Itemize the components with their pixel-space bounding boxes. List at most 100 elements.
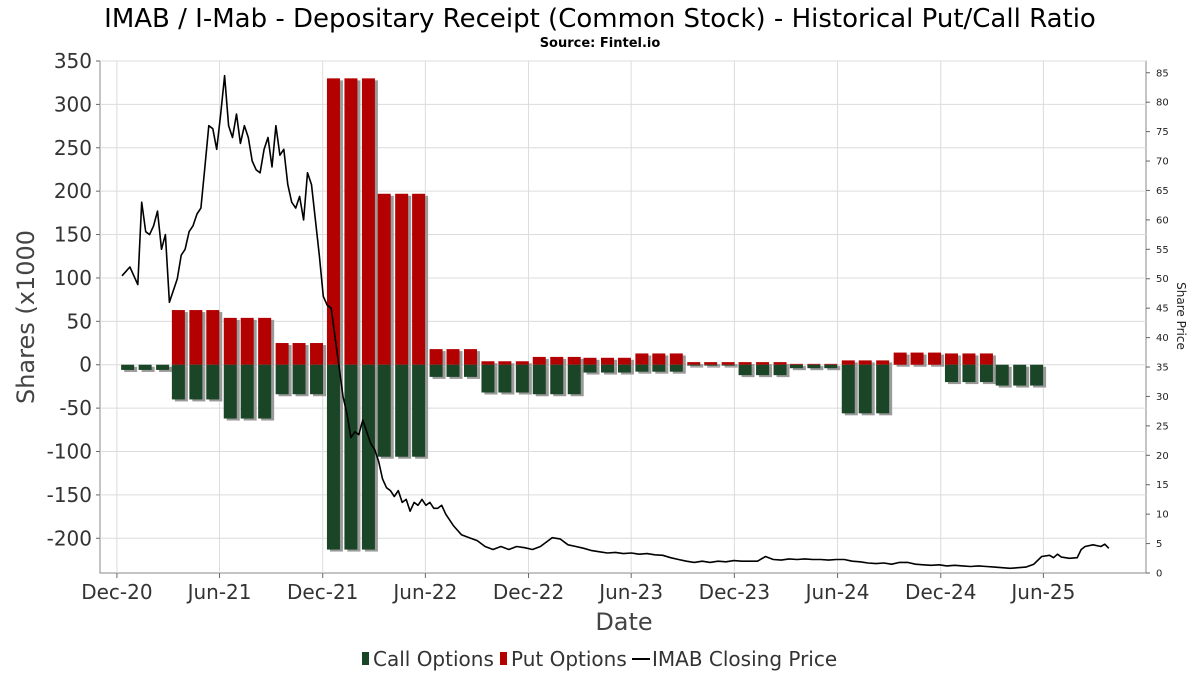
y2-tick-label-11: 55 (1156, 245, 1169, 256)
put-bar-35 (721, 362, 735, 365)
option-bars (121, 78, 1047, 552)
y2-tick-label-16: 80 (1156, 98, 1169, 109)
y2-tick-label-5: 25 (1156, 421, 1169, 432)
call-bar-38 (773, 364, 787, 376)
put-bar-10 (292, 343, 306, 365)
put-bar-15 (377, 193, 391, 365)
chart-title: IMAB / I-Mab - Depositary Receipt (Commo… (104, 4, 1096, 34)
x-axis-label: Date (595, 608, 652, 636)
x-tick-label-8: Dec-24 (905, 580, 976, 604)
y2-tick-label-3: 15 (1156, 480, 1169, 491)
y-tick-label-7: 0 (79, 353, 92, 377)
y2-tick-label-15: 75 (1156, 127, 1169, 138)
put-bar-47 (928, 352, 942, 365)
x-axis-ticks: Dec-20 Jun-21 Dec-21 Jun-22 Dec-22 Jun-23 Dec-… (81, 573, 1075, 604)
y2-tick-label-1: 5 (1156, 539, 1162, 550)
put-bar-31 (652, 353, 666, 365)
y2-tick-label-13: 65 (1156, 186, 1169, 197)
y2-tick-label-6: 30 (1156, 392, 1169, 403)
y2-axis-ticks: 0 5 10 15 20 25 30 35 40 45 50 55 60 65 70 75 80 85 (1146, 68, 1169, 580)
y2-tick-label-8: 40 (1156, 333, 1169, 344)
put-bar-33 (687, 362, 701, 365)
y-tick-label-9: -100 (47, 440, 92, 464)
put-bar-11 (310, 343, 324, 365)
call-bar-shadow-35 (724, 366, 738, 368)
call-bar-16 (395, 364, 409, 457)
call-bar-32 (669, 364, 683, 372)
call-bar-51 (995, 364, 1009, 386)
call-bar-21 (481, 364, 495, 393)
call-bar-6 (223, 364, 237, 419)
y2-tick-label-14: 70 (1156, 157, 1169, 168)
call-bar-20 (463, 364, 477, 377)
call-bar-36 (738, 364, 752, 376)
call-bar-9 (275, 364, 289, 395)
call-bar-shadow-33 (690, 366, 704, 368)
call-bar-10 (292, 364, 306, 395)
call-bar-0 (121, 364, 135, 370)
legend: Call Options Put Options IMAB Closing Pr… (362, 647, 837, 671)
call-bar-8 (258, 364, 272, 419)
call-bar-shadow-40 (810, 366, 824, 371)
y-tick-label-10: -150 (47, 483, 92, 507)
call-bar-23 (515, 364, 529, 393)
call-bar-43 (858, 364, 872, 414)
x-tick-label-2: Dec-21 (287, 580, 358, 604)
call-bar-shadow-39 (792, 366, 806, 371)
x-tick-label-9: Jun-25 (1009, 580, 1075, 604)
call-bar-31 (652, 364, 666, 372)
call-bar-29 (617, 364, 631, 373)
put-bar-36 (738, 362, 752, 365)
put-bar-50 (979, 353, 993, 365)
put-bar-25 (550, 356, 564, 365)
call-bar-33 (687, 364, 701, 366)
y-tick-label-5: 100 (54, 266, 92, 290)
legend-call-swatch (362, 652, 369, 665)
call-bar-19 (446, 364, 460, 377)
call-bar-7 (240, 364, 254, 419)
y2-tick-label-7: 35 (1156, 363, 1169, 374)
put-bar-40 (807, 363, 821, 365)
put-bar-39 (789, 363, 803, 365)
call-bar-39 (789, 364, 803, 369)
legend-put-label: Put Options (511, 647, 627, 671)
call-bar-17 (412, 364, 426, 457)
y-tick-label-1: 300 (54, 92, 92, 116)
call-bar-41 (824, 364, 838, 369)
put-bar-48 (944, 353, 958, 365)
put-bar-44 (876, 360, 890, 365)
put-bar-49 (962, 353, 976, 365)
call-bar-13 (344, 364, 358, 550)
y2-tick-label-4: 20 (1156, 451, 1169, 462)
call-bar-11 (310, 364, 324, 395)
legend-put-swatch (500, 652, 507, 665)
call-bar-3 (171, 364, 185, 400)
call-bar-50 (979, 364, 993, 383)
put-bar-6 (223, 317, 237, 365)
put-bar-29 (617, 357, 631, 365)
call-bar-5 (206, 364, 220, 400)
y-tick-label-6: 50 (67, 309, 92, 333)
price-line-layer (121, 74, 1110, 570)
call-bar-22 (498, 364, 512, 393)
y-tick-label-11: -200 (47, 526, 92, 550)
call-bar-28 (600, 364, 614, 373)
y-tick-label-0: 350 (54, 49, 92, 73)
put-bar-12 (326, 78, 340, 365)
call-bar-27 (583, 364, 597, 373)
put-bar-23 (515, 361, 529, 365)
put-bar-34 (704, 362, 718, 365)
y2-tick-label-10: 50 (1156, 274, 1169, 285)
put-bar-3 (171, 310, 185, 365)
put-bar-28 (600, 357, 614, 365)
call-bar-shadow-41 (827, 366, 841, 371)
y2-tick-label-9: 45 (1156, 304, 1169, 315)
put-bar-26 (567, 356, 581, 365)
y-tick-label-4: 150 (54, 223, 92, 247)
put-bar-4 (189, 310, 203, 365)
put-bar-32 (669, 353, 683, 365)
put-bar-37 (756, 362, 770, 365)
call-bar-24 (532, 364, 546, 395)
put-bar-43 (858, 360, 872, 365)
put-bar-14 (361, 78, 375, 365)
